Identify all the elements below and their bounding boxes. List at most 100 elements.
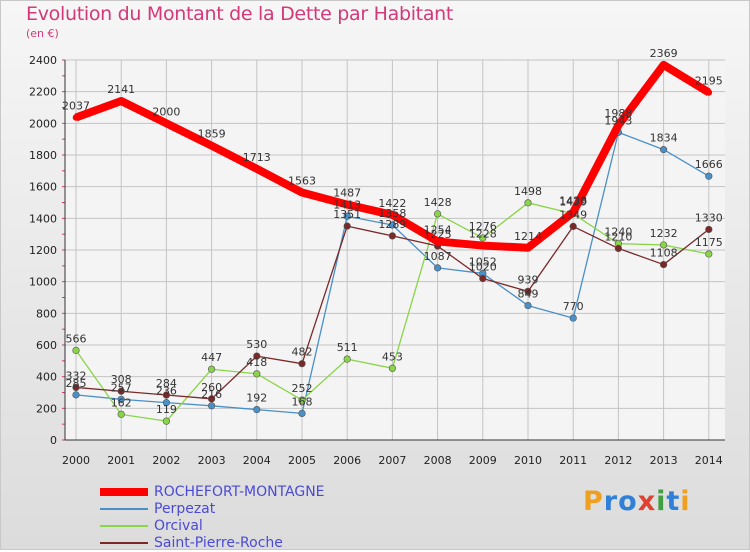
data-label: 1020 (469, 261, 497, 274)
chart-title: Evolution du Montant de la Dette par Hab… (26, 3, 454, 25)
data-label: 1487 (333, 187, 361, 200)
data-point (298, 396, 306, 404)
data-label: 1563 (288, 175, 316, 188)
data-labels: 2037 2141 2000 1859 1713 1563 1487 1422 1254 1228… (62, 47, 723, 416)
data-point (162, 391, 170, 399)
data-label: 482 (292, 346, 313, 359)
data-point (208, 402, 216, 410)
data-point (163, 120, 170, 127)
legend-swatch (100, 542, 148, 544)
y-tick-label: 200 (36, 402, 57, 415)
x-tick-label: 2008 (424, 454, 452, 467)
data-label: 2000 (152, 105, 180, 118)
x-tick-label: 2010 (514, 454, 542, 467)
x-tick-label: 2004 (243, 454, 271, 467)
data-point (659, 260, 668, 269)
data-label: 1666 (695, 158, 723, 171)
data-label: 1358 (378, 207, 406, 220)
y-tick-label: 600 (36, 339, 57, 352)
data-label: 257 (111, 381, 132, 394)
data-point (208, 142, 215, 149)
legend-label: Saint-Pierre-Roche (154, 535, 283, 551)
y-tick-label: 1200 (29, 244, 57, 257)
data-point (705, 225, 713, 234)
data-label: 284 (156, 377, 177, 390)
data-label: 308 (111, 373, 132, 386)
x-tick-label: 2013 (650, 454, 678, 467)
data-label: 566 (66, 332, 87, 345)
data-point (388, 364, 397, 372)
data-label: 1175 (695, 236, 723, 249)
y-tick-label: 400 (36, 371, 57, 384)
data-point (253, 352, 261, 360)
y-tick-label: 1800 (29, 149, 57, 162)
y-tick-label: 0 (50, 434, 57, 447)
data-label: 1834 (650, 132, 678, 145)
data-label: 1429 (559, 196, 587, 209)
y-tick-label: 800 (36, 307, 57, 320)
data-label: 1108 (650, 247, 678, 260)
data-label: 1087 (424, 250, 452, 263)
data-point (388, 221, 397, 229)
x-tick-label: 2012 (604, 454, 632, 467)
data-label: 1240 (604, 226, 632, 239)
data-point (479, 274, 487, 283)
data-label: 453 (382, 350, 403, 363)
data-point (659, 241, 668, 249)
data-label: 1289 (378, 218, 406, 231)
data-label: 1428 (424, 196, 452, 209)
data-label: 1276 (469, 220, 497, 233)
data-point (389, 211, 396, 219)
data-point (253, 406, 261, 414)
data-point (298, 360, 306, 368)
data-label: 2141 (107, 83, 135, 96)
data-point (524, 301, 532, 310)
chart-unit: (en €) (26, 27, 59, 40)
data-label: 1254 (424, 223, 452, 236)
y-tick-label: 1000 (29, 276, 57, 289)
data-label: 511 (337, 341, 358, 354)
data-point (253, 165, 261, 173)
data-point (208, 365, 216, 373)
legend-swatch (100, 488, 148, 496)
data-point (162, 399, 170, 407)
data-label: 418 (246, 356, 267, 369)
data-point (524, 244, 532, 252)
data-point (117, 410, 125, 418)
data-label: 1232 (650, 227, 678, 240)
data-point (298, 409, 306, 418)
data-point (434, 264, 442, 272)
legend-label: ROCHEFORT-MONTAGNE (154, 484, 325, 500)
data-label: 260 (201, 381, 222, 394)
x-tick-label: 2002 (152, 454, 180, 467)
legend-swatch (100, 525, 148, 527)
x-tick-label: 2000 (62, 454, 90, 467)
data-label: 1713 (243, 151, 271, 164)
data-label: 168 (292, 395, 313, 408)
data-label: 1351 (333, 208, 361, 221)
data-point (117, 97, 125, 105)
data-point (162, 417, 170, 425)
data-point (479, 242, 487, 249)
data-label: 1438 (559, 194, 587, 207)
data-label: 285 (66, 377, 87, 390)
data-label: 119 (156, 403, 177, 416)
y-tick-label: 2000 (29, 117, 57, 130)
data-point (524, 199, 532, 207)
data-point (569, 209, 577, 216)
data-label: 1413 (333, 198, 361, 211)
data-label: 1498 (514, 185, 542, 198)
data-point (208, 395, 216, 403)
data-point (253, 370, 261, 378)
x-tick-label: 2001 (107, 454, 135, 467)
x-tick-label: 2014 (695, 454, 723, 467)
data-label: 849 (518, 288, 539, 301)
x-tick-label: 2006 (333, 454, 361, 467)
data-point (705, 250, 713, 258)
axes: 0 200 400 600 800 1000 1200 1400 1600 1800 2000 220… (29, 54, 725, 467)
x-tick-label: 2011 (559, 454, 587, 467)
data-point (72, 346, 80, 354)
data-label: 1330 (695, 211, 723, 224)
y-tick-label: 2200 (29, 86, 57, 99)
data-point (524, 287, 532, 295)
